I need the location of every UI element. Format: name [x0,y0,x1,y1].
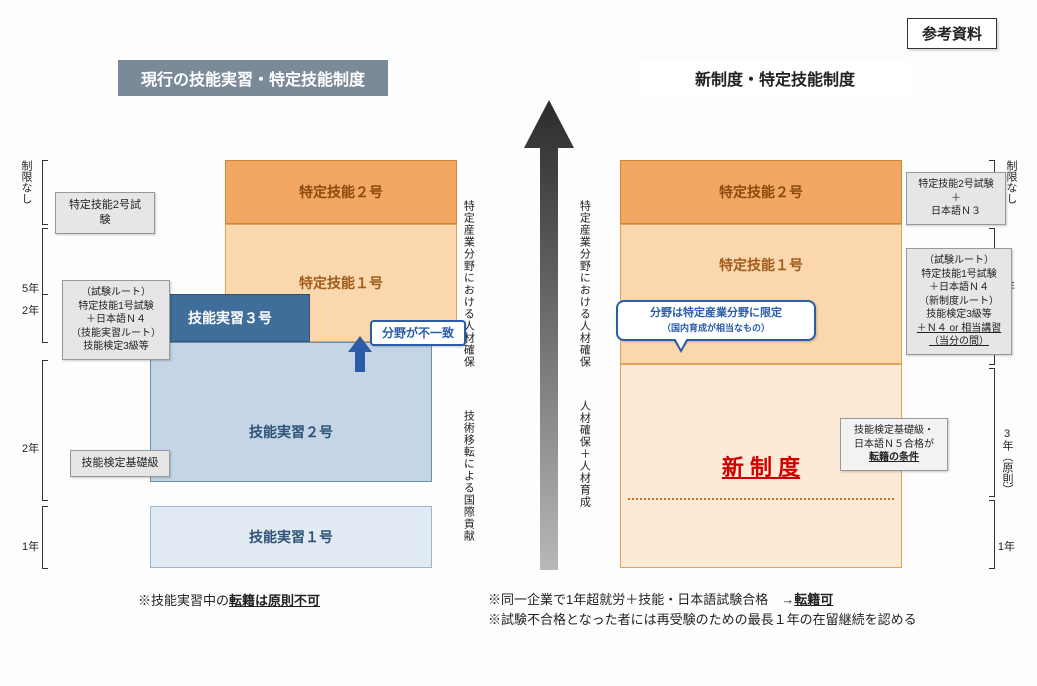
tick [989,500,995,501]
text: ※試験不合格となった者には再受験のための最長１年の在留継続を認める [488,612,917,627]
block-left-jisshu-3: 技能実習３号 [150,294,310,342]
line: ＋ [951,193,961,204]
footnote-right: ※同一企業で1年超就労＋技能・日本語試験合格 →転籍可 ※試験不合格となった者に… [488,590,917,629]
tick [42,294,48,295]
callout-sub: （国内育成が相当なもの） [626,323,806,334]
footnote-left: ※技能実習中の転籍は原則不可 [138,590,320,609]
tick [989,368,995,369]
axis-left-2y-top: 2年 [22,302,39,318]
line: （当分の間） [929,336,989,347]
bracket [994,500,995,568]
tick [989,364,995,365]
side-label-right-top: 特定産業分野における人材確保 [576,200,591,368]
bracket [994,368,995,496]
block-left-jisshu-1: 技能実習１号 [150,506,432,568]
line: 日本語Ｎ５合格が [854,439,934,450]
tick [42,228,48,229]
bracket [42,160,43,224]
reference-badge: 参考資料 [907,18,997,49]
line: （技能実習ルート） [71,328,161,339]
line: （試験ルート） [924,255,994,266]
axis-left-5y: 5年 [22,280,39,296]
line: 技能検定3級等 [83,341,149,352]
side-label-right-bot: 人材確保＋人材育成 [576,400,591,508]
tick [42,160,48,161]
tag-left-routes: （試験ルート） 特定技能1号試験 ＋日本語Ｎ４ （技能実習ルート） 技能検定3級… [62,280,170,360]
line: （新制度ルート） [919,296,999,307]
tick [989,568,995,569]
line: ＋Ｎ４ or 相当講習 [917,323,1001,334]
line: 技能検定基礎級・ [854,425,934,436]
tag-field-mismatch: 分野が不一致 [370,320,466,346]
side-label-left-bot: 技術移転による国際貢献 [460,410,475,542]
tick [42,342,48,343]
block-right-tokuteiginou-1: 特定技能１号 [620,224,902,364]
bracket [42,506,43,568]
tick [42,360,48,361]
bracket [42,360,43,500]
bracket [42,228,43,342]
axis-left-2y: 2年 [22,440,39,456]
line: 転籍の条件 [869,452,919,463]
small-up-arrow-icon [348,336,372,372]
line: 日本語Ｎ３ [931,206,981,217]
line: ＋日本語Ｎ４ [929,282,989,293]
tag-right-kiso: 技能検定基礎級・ 日本語Ｎ５合格が 転籍の条件 [840,418,948,471]
axis-right-1y: 1年 [998,538,1015,554]
line: ＋日本語Ｎ４ [86,314,146,325]
tick [42,500,48,501]
axis-left-unlimited: 制限なし [18,160,34,204]
tick [42,506,48,507]
new-system-divider [628,498,894,500]
tag-right-routes: （試験ルート） 特定技能1号試験 ＋日本語Ｎ４ （新制度ルート） 技能検定3級等… [906,248,1012,355]
tick [42,224,48,225]
callout-main: 分野は特定産業分野に限定 [650,307,782,319]
block-left-jisshu-2: 技能実習２号 [150,342,432,482]
line: 技能検定3級等 [926,309,992,320]
tag-right-exam-2: 特定技能2号試験 ＋ 日本語Ｎ３ [906,172,1006,225]
tick [989,160,995,161]
block-left-tokuteiginou-2: 特定技能２号 [225,160,457,224]
line: 特定技能2号試験 [918,179,994,190]
tick [989,228,995,229]
block-right-tokuteiginou-2: 特定技能２号 [620,160,902,224]
line: （試験ルート） [81,287,151,298]
tag-left-kiso: 技能検定基礎級 [70,450,170,477]
callout-field-limited: 分野は特定産業分野に限定 （国内育成が相当なもの） [616,300,816,341]
text: ※同一企業で1年超就労＋技能・日本語試験合格 →転籍可 [488,592,833,607]
center-up-arrow-icon [524,100,574,570]
header-new-system: 新制度・特定技能制度 [640,60,910,96]
text: ※技能実習中の転籍は原則不可 [138,593,320,608]
tag-left-exam-2: 特定技能2号試験 [55,192,155,234]
tick [42,568,48,569]
header-current-system: 現行の技能実習・特定技能制度 [118,60,388,96]
axis-left-1y: 1年 [22,538,39,554]
axis-right-3y: 3年（原則） [999,428,1015,495]
line: 特定技能1号試験 [78,301,154,312]
tick [989,496,995,497]
label: 技能実習２号 [249,422,333,442]
line: 特定技能1号試験 [921,269,997,280]
